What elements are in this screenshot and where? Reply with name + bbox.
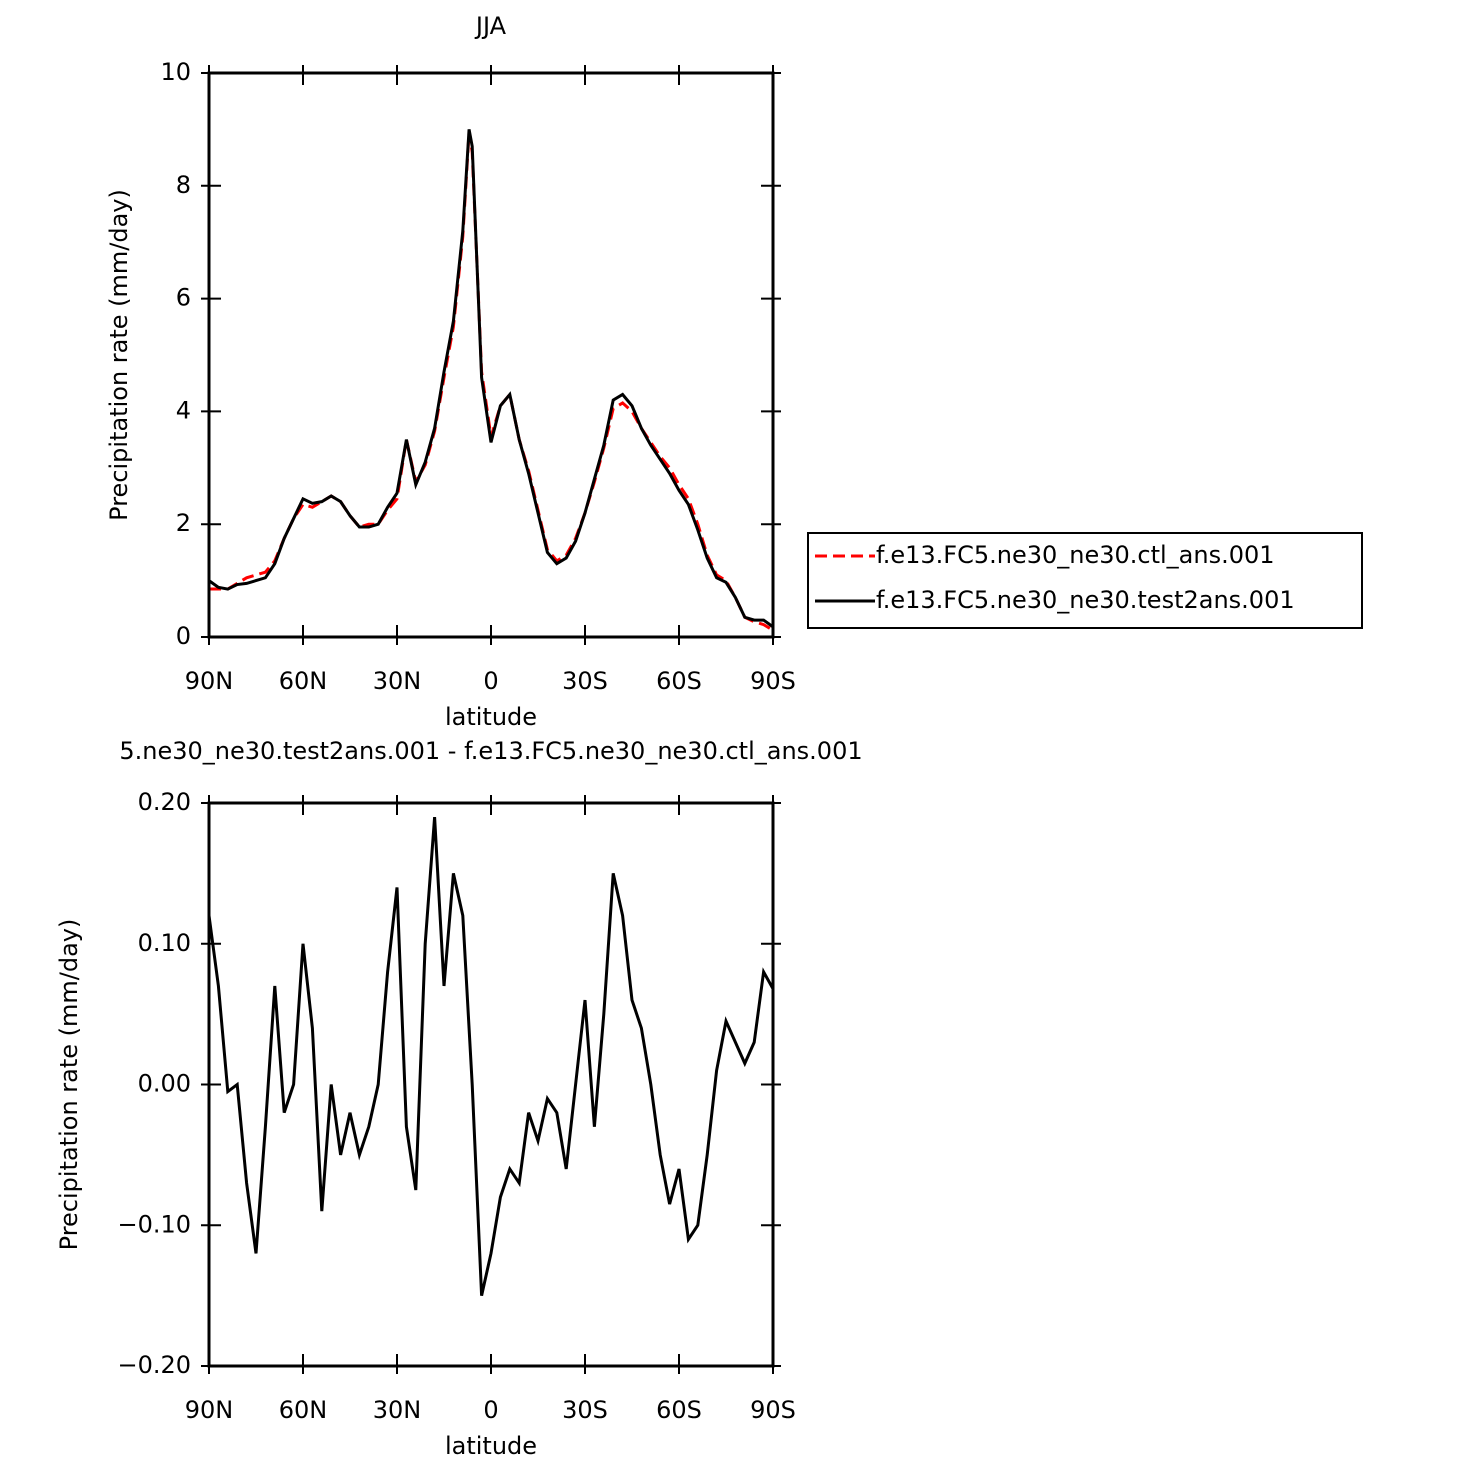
- plot-frame: [207, 71, 775, 639]
- x-tick-label: 60S: [656, 667, 702, 695]
- y-tick-label: 0.10: [138, 929, 191, 957]
- chart-title: JJA: [474, 12, 507, 40]
- y-axis-label: Precipitation rate (mm/day): [55, 919, 83, 1251]
- y-tick-label: 10: [160, 58, 191, 86]
- x-tick-label: 90S: [750, 1396, 796, 1424]
- plot-frame: [207, 801, 775, 1368]
- y-tick-label: 0.20: [138, 788, 191, 816]
- y-tick-label: 8: [176, 171, 191, 199]
- legend-box: [807, 532, 1363, 629]
- y-tick-label: −0.20: [117, 1351, 191, 1379]
- x-tick-label: 0: [483, 1396, 498, 1424]
- chart-title: 5.ne30_ne30.test2ans.001 - f.e13.FC5.ne3…: [119, 737, 862, 765]
- x-tick-label: 60N: [279, 1396, 328, 1424]
- x-tick-label: 60N: [279, 667, 328, 695]
- x-tick-label: 30N: [373, 667, 422, 695]
- x-tick-label: 30N: [373, 1396, 422, 1424]
- y-tick-label: 0.00: [138, 1070, 191, 1098]
- data-line: [207, 816, 775, 1296]
- y-axis-label: Precipitation rate (mm/day): [105, 189, 133, 521]
- y-tick-label: 2: [176, 509, 191, 537]
- x-tick-label: 90N: [185, 1396, 234, 1424]
- y-tick-label: 0: [176, 622, 191, 650]
- x-tick-label: 30S: [562, 1396, 608, 1424]
- y-tick-label: 6: [176, 284, 191, 312]
- x-axis-label: latitude: [445, 1432, 537, 1460]
- y-tick-label: −0.10: [117, 1210, 191, 1238]
- x-axis-label: latitude: [445, 703, 537, 731]
- data-line: [208, 129, 774, 629]
- x-tick-label: 30S: [562, 667, 608, 695]
- legend-label: f.e13.FC5.ne30_ne30.ctl_ans.001: [876, 541, 1275, 569]
- data-line: [209, 131, 774, 632]
- x-tick-label: 0: [483, 667, 498, 695]
- x-tick-label: 60S: [656, 1396, 702, 1424]
- x-tick-label: 90S: [750, 667, 796, 695]
- x-tick-label: 90N: [185, 667, 234, 695]
- y-tick-label: 4: [176, 396, 191, 424]
- legend-label: f.e13.FC5.ne30_ne30.test2ans.001: [876, 586, 1295, 614]
